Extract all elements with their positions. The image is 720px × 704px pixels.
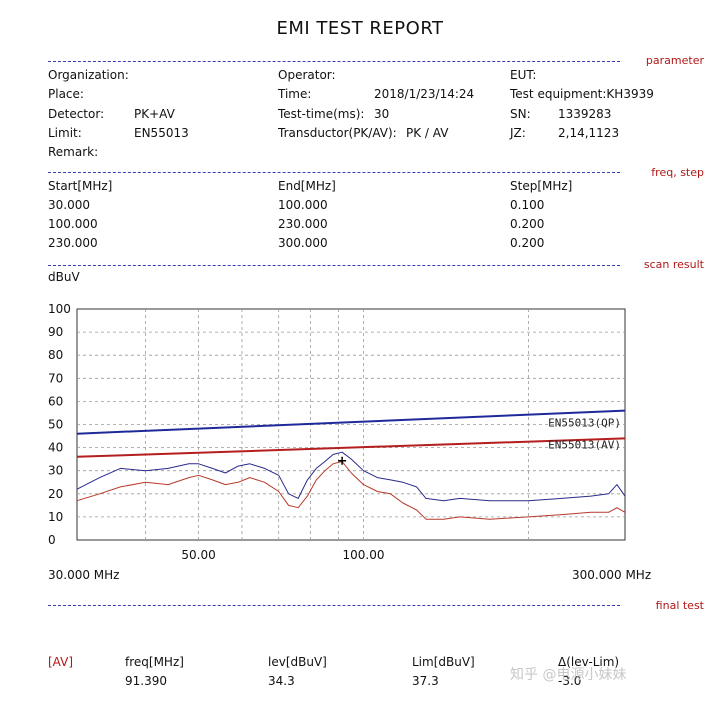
y-tick-label: 10	[48, 510, 63, 524]
y-tick-label: 0	[48, 533, 56, 547]
parameter-divider	[48, 61, 620, 62]
final-value-lev: 34.3	[268, 674, 295, 688]
final-header-lev: lev[dBuV]	[268, 655, 327, 669]
final-header-delta: Δ(lev-Lim)	[558, 655, 620, 669]
scan-result-divider	[48, 265, 620, 266]
freq-row-2-start: 100.000	[48, 217, 98, 231]
freq-header-step: Step[MHz]	[510, 179, 573, 193]
time-label: Time:	[278, 87, 312, 101]
qp-limit-line	[76, 409, 626, 435]
x-max-label: 300.000 MHz	[572, 568, 652, 582]
y-tick-label: 70	[48, 371, 63, 385]
freq-step-divider	[48, 172, 620, 173]
freq-header-end: End[MHz]	[278, 179, 336, 193]
freq-row-3-end: 300.000	[278, 236, 328, 250]
freq-row-2-step: 0.200	[510, 217, 545, 231]
final-header-freq: freq[MHz]	[125, 655, 184, 669]
final-header-lim: Lim[dBuV]	[412, 655, 475, 669]
place-label: Place:	[48, 87, 84, 101]
sn-value: 1339283	[558, 107, 612, 121]
y-tick-label: 30	[48, 464, 63, 478]
watermark: 知乎 @电源小妹妹	[510, 667, 627, 683]
section-label-freq-step: freq, step	[647, 166, 704, 179]
section-label-final-test: final test	[651, 599, 704, 612]
y-tick-label: 20	[48, 487, 63, 501]
limit-value: EN55013	[134, 126, 189, 140]
detector-value: PK+AV	[134, 107, 175, 121]
freq-row-3-step: 0.200	[510, 236, 545, 250]
x-min-label: 30.000 MHz	[48, 568, 120, 582]
transductor-label: Transductor(PK/AV):	[278, 126, 397, 140]
av-limit-label: EN55013(AV)	[548, 438, 621, 451]
y-tick-label: 80	[48, 348, 63, 362]
x-tick-label: 100.00	[343, 548, 385, 562]
limit-label: Limit:	[48, 126, 82, 140]
time-value: 2018/1/23/14:24	[374, 87, 475, 101]
testtime-value: 30	[374, 107, 390, 121]
y-tick-label: 90	[48, 325, 63, 339]
plot-frame	[76, 308, 626, 541]
av-limit-line	[76, 437, 626, 458]
freq-row-1-start: 30.000	[48, 198, 90, 212]
final-value-delta: -3.0	[558, 674, 582, 688]
report-title: EMI TEST REPORT	[276, 18, 444, 39]
y-tick-label: 60	[48, 394, 63, 408]
sn-label: SN:	[510, 107, 531, 121]
section-label-parameter: parameter	[641, 54, 704, 67]
final-test-divider	[48, 605, 620, 606]
average-trace-line	[76, 461, 626, 520]
remark-label: Remark:	[48, 145, 99, 159]
peak-trace-line	[76, 451, 626, 502]
qp-limit-label: EN55013(QP)	[548, 417, 621, 430]
section-label-scan-result: scan result	[639, 258, 704, 271]
y-axis-unit-label: dBuV	[48, 270, 80, 284]
freq-row-1-end: 100.000	[278, 198, 328, 212]
jz-label: JZ:	[510, 126, 526, 140]
x-tick-label: 50.00	[181, 548, 215, 562]
eut-label: EUT:	[510, 68, 537, 82]
emi-scan-chart: 0 10 20 30 40 50 60 70 80 90 100 50.00 100.00 EN55013…	[48, 302, 626, 562]
organization-label: Organization:	[48, 68, 129, 82]
operator-label: Operator:	[278, 68, 336, 82]
jz-value: 2,14,1123	[558, 126, 620, 140]
final-value-lim: 37.3	[412, 674, 439, 688]
y-tick-label: 40	[48, 441, 63, 455]
detector-label: Detector:	[48, 107, 105, 121]
freq-row-3-start: 230.000	[48, 236, 98, 250]
final-value-freq: 91.390	[125, 674, 167, 688]
y-tick-label: 50	[48, 418, 63, 432]
final-mode-label: [AV]	[48, 655, 74, 669]
testtime-label: Test-time(ms):	[278, 107, 365, 121]
freq-row-2-end: 230.000	[278, 217, 328, 231]
y-tick-label: 100	[48, 302, 71, 316]
transductor-value: PK / AV	[406, 126, 449, 140]
freq-header-start: Start[MHz]	[48, 179, 113, 193]
freq-row-1-step: 0.100	[510, 198, 545, 212]
equipment-label: Test equipment:KH3939	[510, 87, 654, 101]
